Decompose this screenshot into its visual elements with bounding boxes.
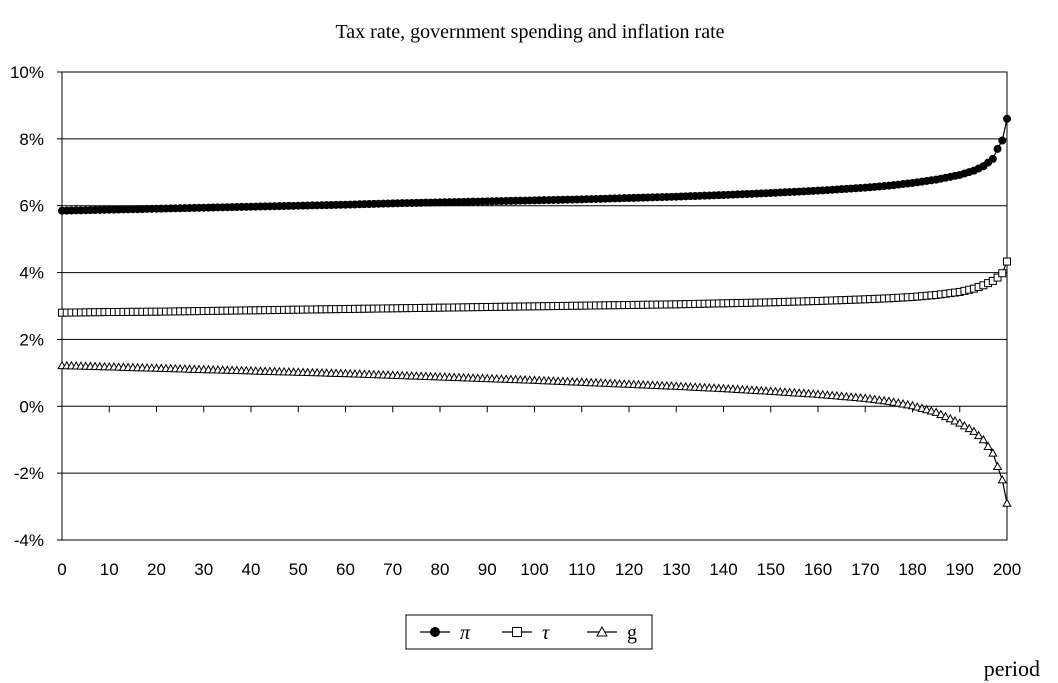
data-point (993, 144, 1002, 153)
legend-entry: π (420, 622, 471, 644)
x-tick-label: 120 (615, 560, 643, 579)
data-point (992, 461, 1003, 471)
series-group (57, 114, 1012, 507)
data-point (964, 423, 974, 433)
data-point (998, 269, 1007, 278)
data-point (931, 407, 941, 416)
x-tick-label: 80 (431, 560, 450, 579)
x-tick-label: 150 (757, 560, 785, 579)
data-point (950, 415, 960, 425)
x-tick-label: 10 (100, 560, 119, 579)
legend-label: g (627, 622, 637, 644)
data-point (993, 273, 1002, 282)
chart-title: Tax rate, government spending and inflat… (335, 21, 724, 43)
y-tick-label: 6% (19, 197, 44, 216)
data-point (945, 413, 955, 423)
data-point (1003, 257, 1011, 266)
x-tick-label: 70 (383, 560, 402, 579)
x-tick-label: 60 (336, 560, 355, 579)
data-point (988, 154, 997, 163)
legend-entry: g (587, 622, 637, 644)
series-points (58, 257, 1011, 317)
data-point (973, 430, 984, 440)
data-point (921, 404, 932, 414)
y-tick-label: 10% (10, 63, 44, 82)
data-point (907, 400, 918, 410)
x-tick-label: 200 (993, 560, 1021, 579)
legend-label: τ (542, 622, 550, 644)
data-point (912, 402, 922, 411)
y-tick-label: 4% (19, 264, 44, 283)
data-point (917, 403, 927, 412)
x-tick-label: 180 (898, 560, 926, 579)
x-tick-label: 190 (946, 560, 974, 579)
series-points (58, 114, 1011, 215)
series-3 (57, 360, 1012, 507)
x-tick-label: 50 (289, 560, 308, 579)
y-tick-label: 2% (19, 330, 44, 349)
data-point (940, 411, 951, 421)
series-2 (58, 257, 1011, 317)
data-point (997, 474, 1007, 484)
x-tick-label: 100 (520, 560, 548, 579)
x-tick-label: 140 (709, 560, 737, 579)
legend-marker (596, 626, 608, 637)
data-point (998, 136, 1007, 145)
data-point (983, 441, 993, 450)
legend-entry: τ (502, 622, 550, 644)
x-tick-label: 0 (57, 560, 66, 579)
x-tick-label: 110 (568, 560, 595, 579)
y-axis-ticks: 10% 8% 6% 4% 2% 0% -2% -4% (10, 63, 62, 550)
x-axis-ticks: 0 10 20 30 40 50 60 70 80 90 100 110 120 130 140 150 160… (57, 406, 1021, 579)
y-tick-label: 8% (19, 130, 44, 149)
x-tick-label: 160 (804, 560, 832, 579)
data-point (988, 448, 998, 457)
legend-marker (512, 627, 522, 637)
data-point (936, 409, 946, 419)
data-point (969, 426, 979, 435)
x-tick-label: 130 (662, 560, 690, 579)
x-tick-label: 170 (851, 560, 879, 579)
series-points (57, 360, 1012, 507)
data-point (955, 418, 965, 427)
data-point (978, 434, 989, 444)
legend-label: π (460, 622, 471, 644)
x-tick-label: 20 (147, 560, 166, 579)
data-point (1002, 498, 1012, 507)
y-tick-label: 0% (19, 397, 44, 416)
x-tick-label: 90 (478, 560, 497, 579)
x-axis-label: period (984, 656, 1040, 681)
y-tick-label: -4% (14, 531, 44, 550)
x-tick-label: 40 (242, 560, 261, 579)
data-point (926, 406, 937, 415)
series-1 (58, 114, 1011, 215)
data-point (959, 420, 970, 430)
y-tick-label: -2% (14, 464, 44, 483)
legend-marker (430, 627, 440, 637)
x-tick-label: 30 (194, 560, 213, 579)
data-point (1003, 114, 1011, 123)
